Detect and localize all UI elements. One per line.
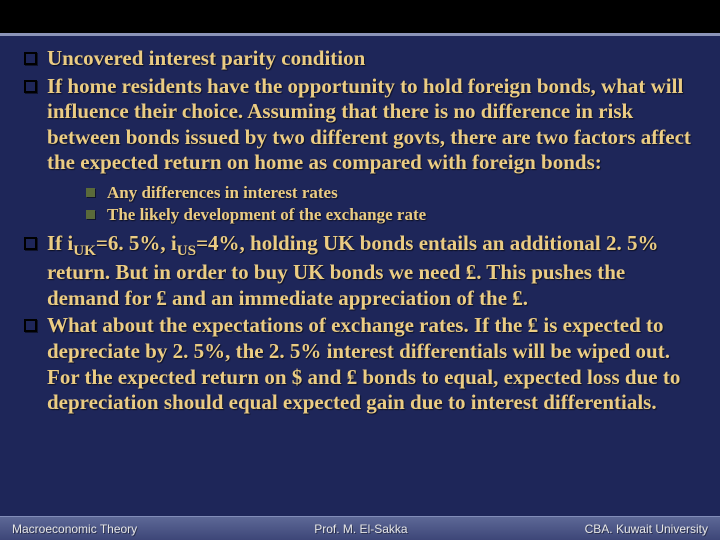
square-bullet-icon [24, 80, 37, 93]
small-square-icon [86, 210, 95, 219]
bullet-text: If iUK=6. 5%, iUS=4%, holding UK bonds e… [47, 231, 696, 312]
slide-body: Uncovered interest parity conditionIf ho… [0, 36, 720, 416]
footer-bar: Macroeconomic Theory Prof. M. El-Sakka C… [0, 516, 720, 540]
bullet-item: If iUK=6. 5%, iUS=4%, holding UK bonds e… [24, 231, 696, 312]
bullet-text: Uncovered interest parity condition [47, 46, 365, 72]
bullet-item: What about the expectations of exchange … [24, 313, 696, 415]
footer-center: Prof. M. El-Sakka [314, 522, 407, 536]
square-bullet-icon [24, 237, 37, 250]
bullet-text: If home residents have the opportunity t… [47, 74, 696, 176]
bullet-item: If home residents have the opportunity t… [24, 74, 696, 176]
sub-bullet-item: Any differences in interest rates [86, 182, 696, 203]
small-square-icon [86, 188, 95, 197]
square-bullet-icon [24, 52, 37, 65]
sub-bullet-item: The likely development of the exchange r… [86, 204, 696, 225]
title-bar [0, 0, 720, 36]
sub-bullet-text: The likely development of the exchange r… [107, 204, 426, 225]
square-bullet-icon [24, 319, 37, 332]
footer-right: CBA. Kuwait University [585, 522, 708, 536]
sub-bullet-text: Any differences in interest rates [107, 182, 338, 203]
bullet-item: Uncovered interest parity condition [24, 46, 696, 72]
footer-left: Macroeconomic Theory [12, 522, 137, 536]
bullet-text: What about the expectations of exchange … [47, 313, 696, 415]
